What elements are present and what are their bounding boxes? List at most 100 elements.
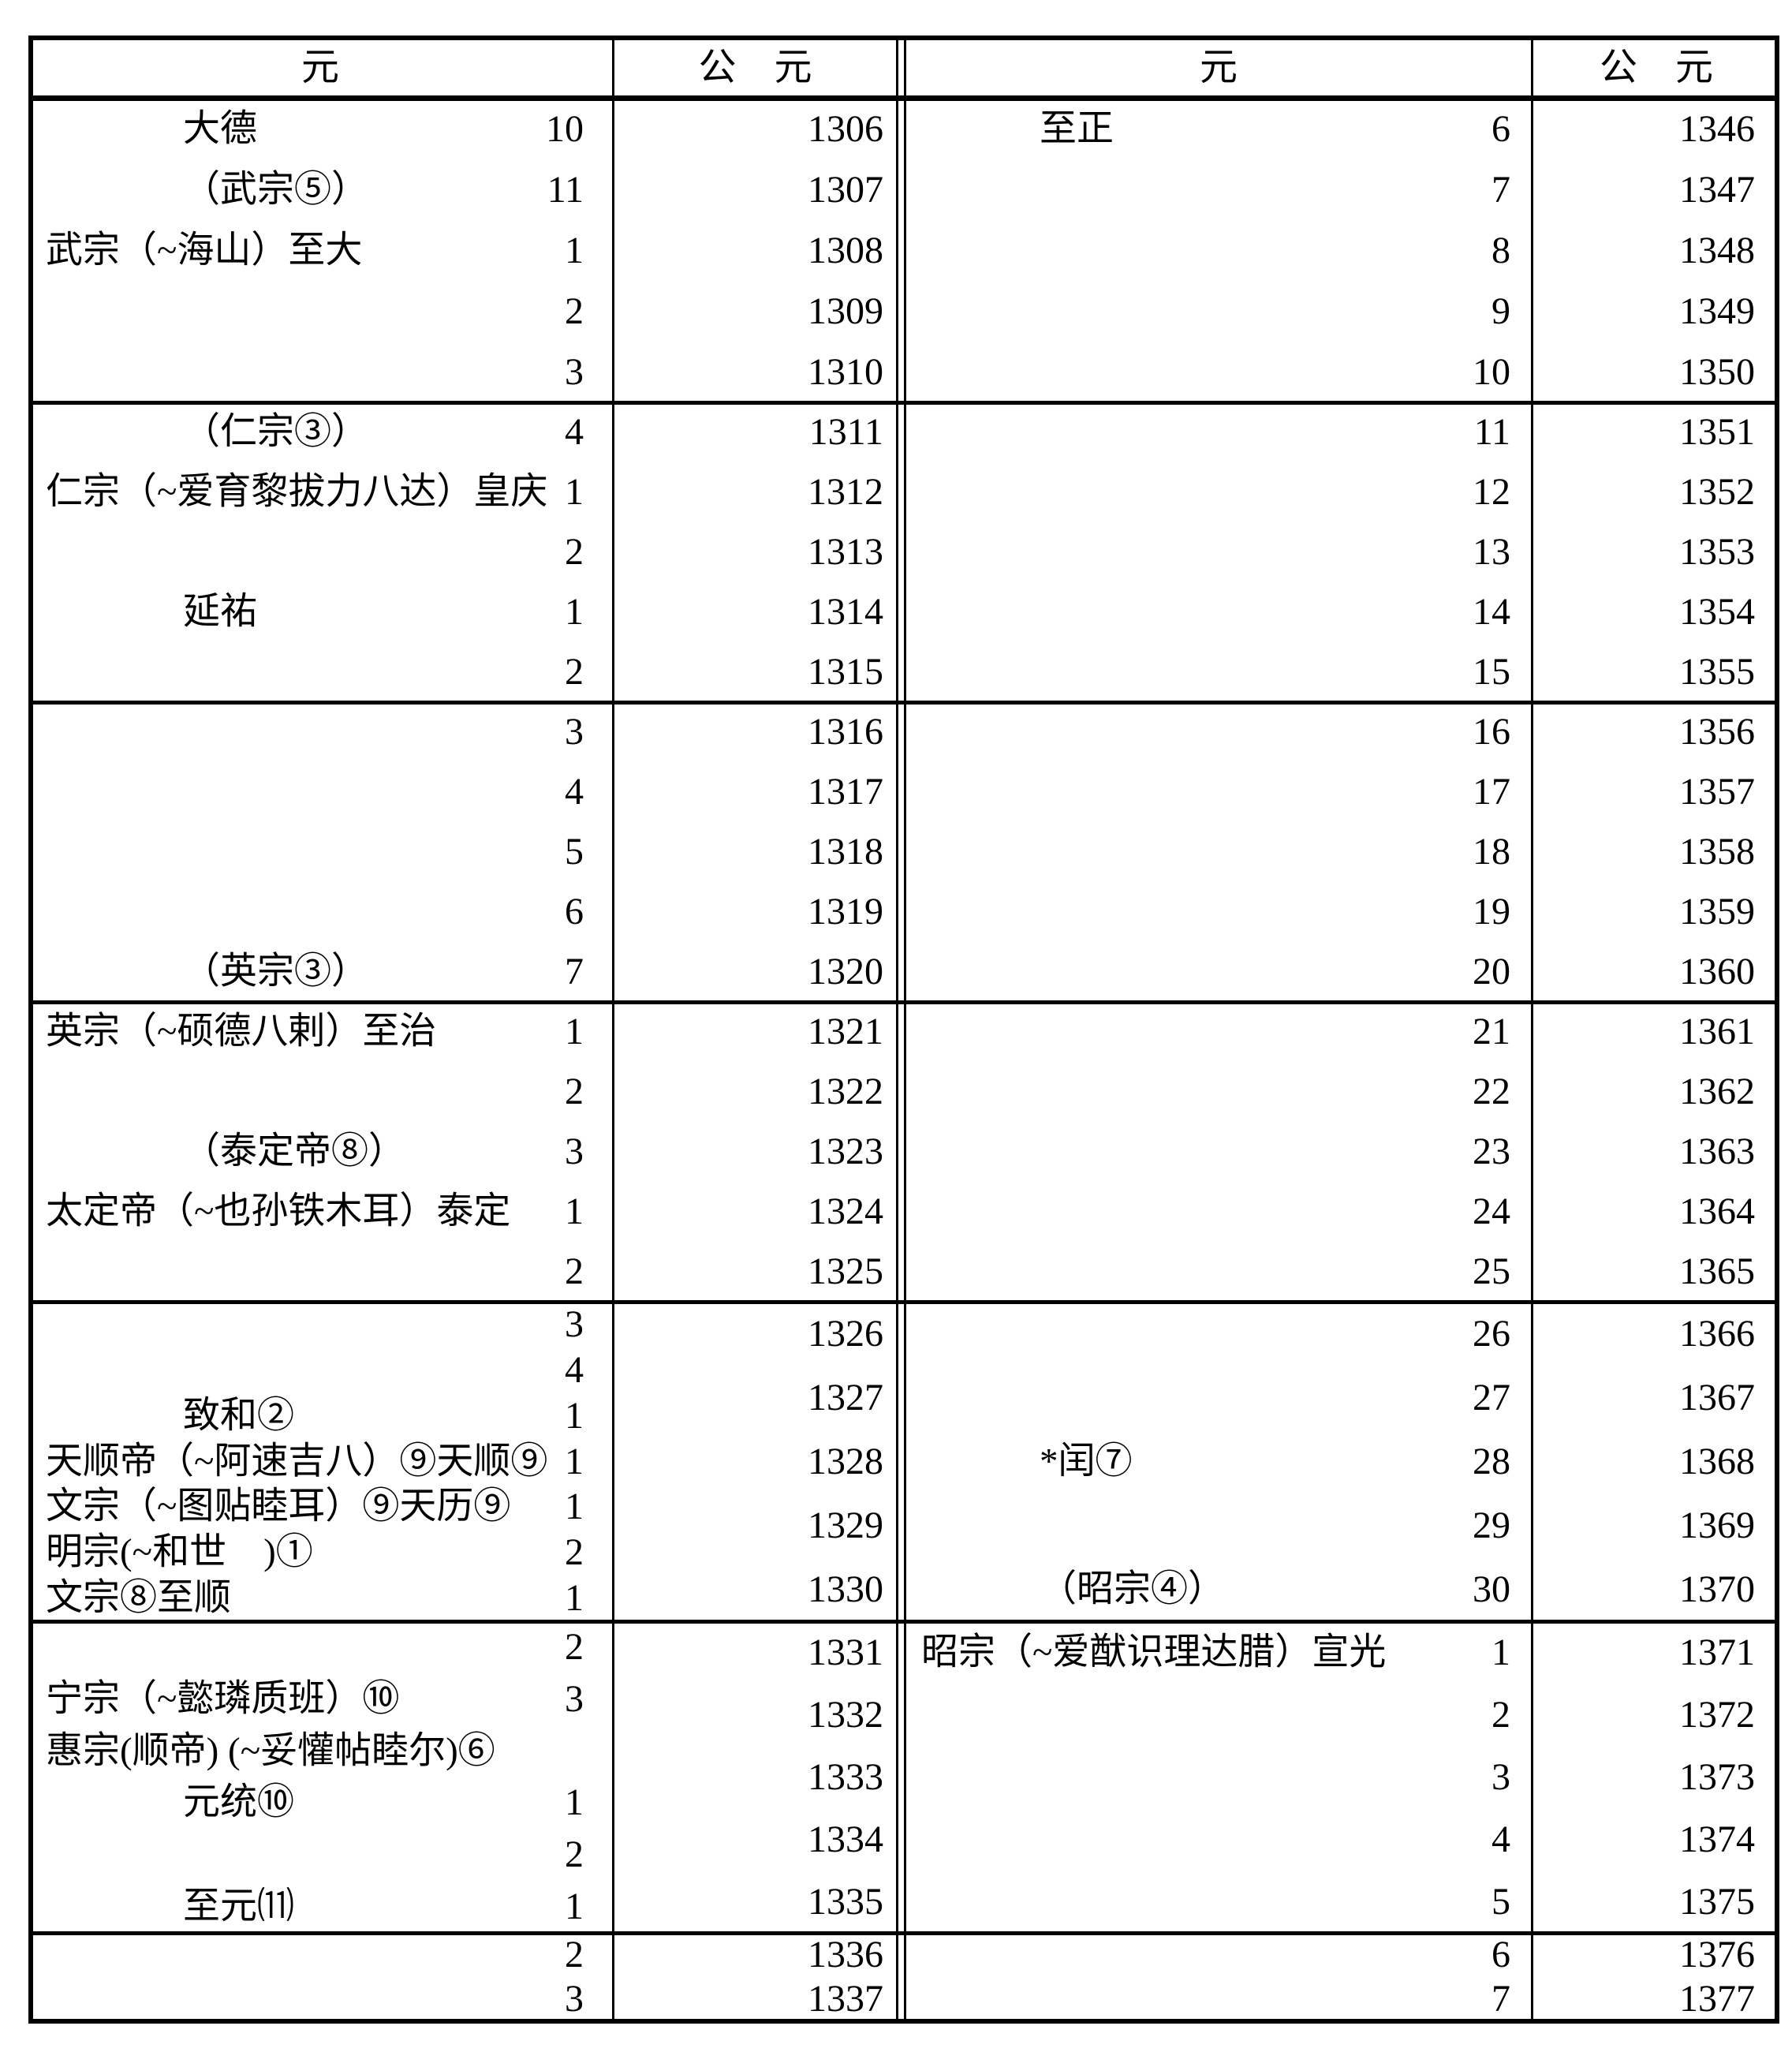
era-year-cell: 1 [565, 591, 584, 633]
era-name-cell: 太定帝（~也孙铁木耳）泰定 [46, 1190, 511, 1232]
gregorian-year-cell: 1359 [1679, 891, 1755, 933]
gregorian-year-cell: 1308 [808, 230, 883, 271]
gregorian-year-cell: 1327 [808, 1377, 883, 1418]
gregorian-year-cell: 1330 [808, 1568, 883, 1610]
gregorian-year-cell: 1368 [1679, 1441, 1755, 1482]
era-year-cell: 4 [565, 411, 584, 453]
era-year-cell: 5 [1491, 1881, 1510, 1923]
gregorian-year-cell: 1317 [808, 771, 883, 813]
gregorian-year-cell: 1329 [808, 1504, 883, 1546]
gregorian-year-cell: 1311 [808, 411, 883, 453]
era-year-cell: 2 [565, 290, 584, 332]
era-year-cell: 1 [1491, 1632, 1510, 1673]
era-year-cell: 3 [565, 1978, 584, 2020]
era-year-cell: 22 [1473, 1071, 1510, 1112]
gregorian-year-cell: 1349 [1679, 290, 1755, 332]
era-year-cell: 2 [565, 651, 584, 693]
gregorian-year-cell: 1309 [808, 290, 883, 332]
era-year-cell: 7 [1491, 169, 1510, 211]
group-separator-line [28, 701, 1779, 705]
group-separator-line [28, 1931, 1779, 1935]
gregorian-year-cell: 1324 [808, 1190, 883, 1232]
era-year-cell: 4 [565, 1349, 584, 1391]
era-name-cell: 英宗（~硕德八剌）至治 [46, 1011, 437, 1052]
gregorian-year-cell: 1333 [808, 1756, 883, 1798]
era-name-cell: 昭宗（~爱猷识理达腊）宣光 [921, 1632, 1387, 1673]
center-double-divider-b [904, 36, 906, 2024]
gregorian-year-cell: 1367 [1679, 1377, 1755, 1418]
era-year-cell: 2 [565, 1626, 584, 1668]
gregorian-year-cell: 1334 [808, 1818, 883, 1860]
era-name-cell: *闰⑦ [1040, 1441, 1133, 1482]
gregorian-year-cell: 1350 [1679, 351, 1755, 393]
era-year-cell: 27 [1473, 1377, 1510, 1418]
era-year-cell: 4 [1491, 1818, 1510, 1860]
era-year-cell: 1 [565, 471, 584, 513]
gregorian-year-cell: 1313 [808, 531, 883, 573]
era-year-cell: 10 [546, 108, 584, 150]
era-year-cell: 12 [1473, 471, 1510, 513]
era-year-cell: 20 [1473, 951, 1510, 992]
era-name-cell: 致和② [183, 1395, 294, 1437]
gregorian-year-cell: 1365 [1679, 1250, 1755, 1292]
gregorian-year-cell: 1372 [1679, 1694, 1755, 1736]
gregorian-year-cell: 1312 [808, 471, 883, 513]
era-name-cell: （英宗③） [183, 951, 368, 992]
era-name-cell: （昭宗④） [1040, 1568, 1225, 1610]
era-name-cell: （仁宗③） [183, 411, 368, 453]
era-name-cell: 惠宗(顺帝) (~妥懽帖睦尔)⑥ [46, 1730, 495, 1772]
era-year-cell: 25 [1473, 1250, 1510, 1292]
gregorian-year-cell: 1357 [1679, 771, 1755, 813]
gregorian-year-cell: 1369 [1679, 1504, 1755, 1546]
era-year-cell: 1 [565, 1011, 584, 1052]
right-era-column-header: 元 [1199, 47, 1238, 88]
era-year-cell: 15 [1473, 651, 1510, 693]
era-year-cell: 2 [565, 1071, 584, 1112]
era-year-cell: 7 [565, 951, 584, 992]
gregorian-year-cell: 1307 [808, 169, 883, 211]
era-year-cell: 19 [1473, 891, 1510, 933]
era-name-cell: 大德 [183, 108, 257, 150]
gregorian-year-cell: 1319 [808, 891, 883, 933]
era-year-cell: 2 [565, 1531, 584, 1573]
gregorian-year-cell: 1351 [1679, 411, 1755, 453]
gregorian-year-cell: 1310 [808, 351, 883, 393]
gregorian-year-cell: 1316 [808, 711, 883, 753]
era-name-cell: （泰定帝⑧） [183, 1131, 405, 1172]
era-name-cell: 明宗(~和世 )① [46, 1531, 313, 1573]
era-year-cell: 5 [565, 831, 584, 873]
era-year-cell: 13 [1473, 531, 1510, 573]
era-year-cell: 3 [565, 351, 584, 393]
right-era-year-divider [1531, 36, 1533, 2024]
era-year-cell: 7 [1491, 1978, 1510, 2020]
era-year-cell: 1 [565, 1441, 584, 1482]
era-name-cell: 至正 [1040, 108, 1114, 150]
era-year-cell: 3 [1491, 1756, 1510, 1798]
era-year-cell: 1 [565, 230, 584, 271]
gregorian-year-cell: 1346 [1679, 108, 1755, 150]
gregorian-year-cell: 1321 [808, 1011, 883, 1052]
era-year-cell: 21 [1473, 1011, 1510, 1052]
group-separator-line [28, 1620, 1779, 1624]
era-year-cell: 16 [1473, 711, 1510, 753]
era-year-cell: 24 [1473, 1190, 1510, 1232]
gregorian-year-cell: 1306 [808, 108, 883, 150]
gregorian-year-cell: 1370 [1679, 1568, 1755, 1610]
era-year-cell: 1 [565, 1486, 584, 1527]
era-year-cell: 11 [547, 169, 584, 211]
era-year-cell: 9 [1491, 290, 1510, 332]
center-double-divider-a [896, 36, 898, 2024]
era-year-cell: 30 [1473, 1568, 1510, 1610]
era-year-cell: 6 [565, 891, 584, 933]
gregorian-year-cell: 1337 [808, 1978, 883, 2020]
era-year-cell: 1 [565, 1395, 584, 1437]
gregorian-year-cell: 1377 [1679, 1978, 1755, 2020]
gregorian-year-cell: 1320 [808, 951, 883, 992]
gregorian-year-cell: 1315 [808, 651, 883, 693]
gregorian-year-cell: 1362 [1679, 1071, 1755, 1112]
era-year-cell: 3 [565, 1678, 584, 1720]
gregorian-year-cell: 1373 [1679, 1756, 1755, 1798]
gregorian-year-cell: 1363 [1679, 1131, 1755, 1172]
gregorian-year-cell: 1314 [808, 591, 883, 633]
era-year-cell: 1 [565, 1190, 584, 1232]
